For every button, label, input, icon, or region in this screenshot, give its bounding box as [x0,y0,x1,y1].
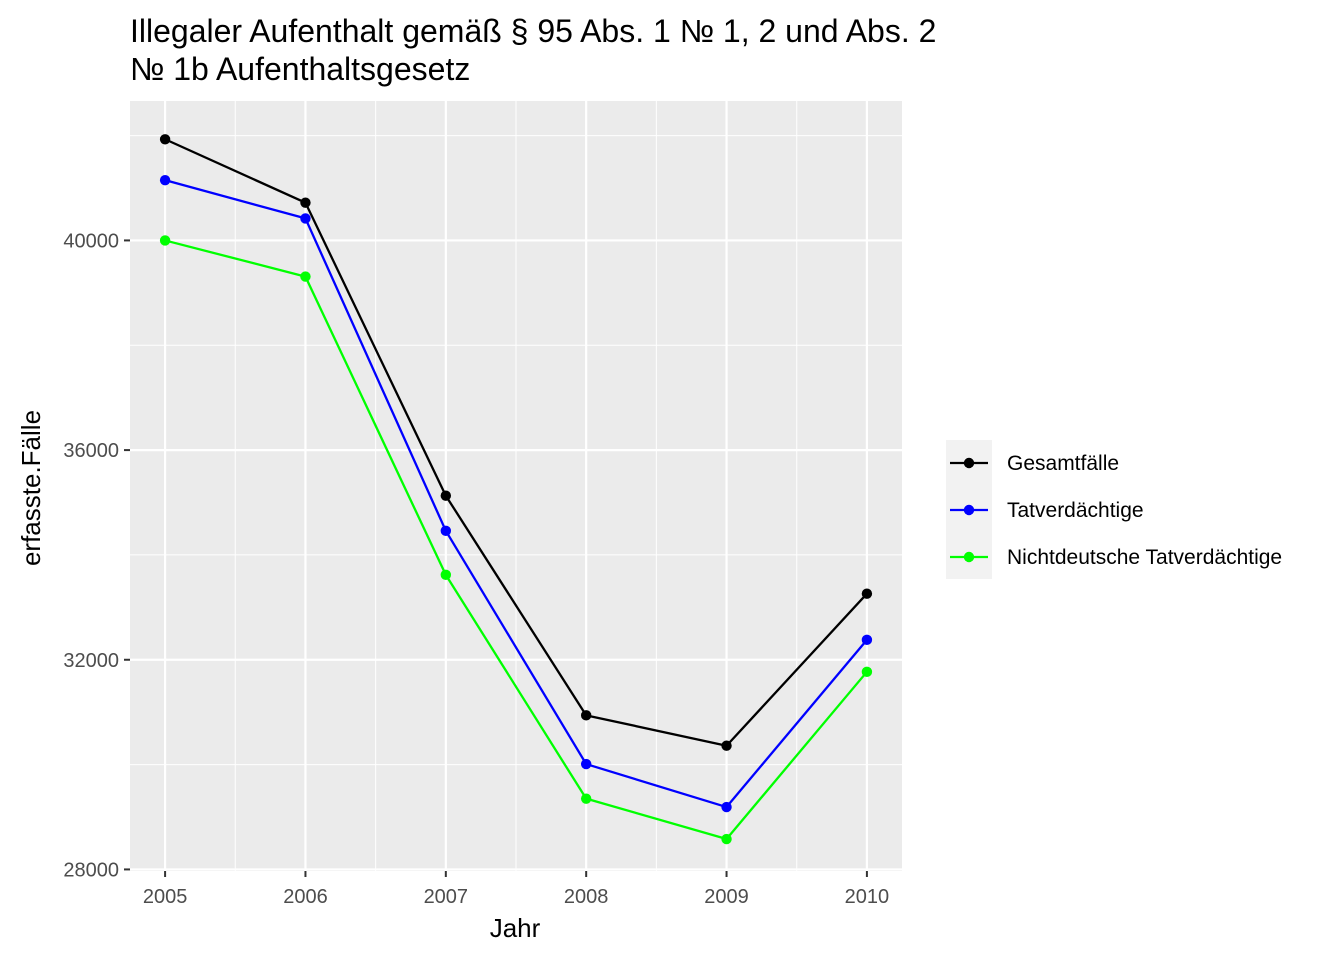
data-point [580,793,592,804]
legend-item-2: Nichtdeutsche Tatverdächtige [950,546,1282,569]
legend-item-0: Gesamtfälle [950,452,1119,475]
legend-label: Gesamtfälle [1007,452,1119,475]
legend-key-point [963,551,975,563]
legend-key-point [963,457,975,469]
data-point [861,666,873,678]
x-tick-label: 2006 [283,886,328,908]
chart-title-line-1: Illegaler Aufenthalt gemäß § 95 Abs. 1 №… [130,13,936,49]
series-1 [159,174,873,813]
y-axis-tick-labels: 28000 32000 36000 40000 [63,230,119,881]
chart-title: Illegaler Aufenthalt gemäß § 95 Abs. 1 №… [130,13,936,87]
x-tick-label: 2008 [564,886,609,908]
legend-key-point [963,504,975,516]
data-point [440,490,452,501]
series-2 [159,235,873,845]
x-tick-label: 2010 [845,886,890,908]
data-point [159,174,171,186]
x-tick-label: 2009 [704,886,749,908]
x-axis-title: Jahr [490,913,541,943]
data-point [861,634,873,646]
data-point [721,833,732,845]
data-point [300,271,311,282]
y-tick-label: 36000 [63,440,119,462]
major-gridlines [130,101,902,871]
series-0 [159,134,873,751]
legend: Gesamtfälle Tatverdächtige Nichtdeutsche T… [946,440,1282,579]
data-point [440,569,452,581]
chart-title-line-2: № 1b Aufenthaltsgesetz [130,51,470,87]
series-layer [159,134,873,845]
y-axis-title: erfasste.Fälle [16,410,46,566]
x-tick-label: 2005 [143,886,188,908]
axis-ticks [124,239,868,877]
data-point [300,197,311,208]
data-point [721,740,732,751]
data-point [721,801,732,813]
data-point [440,525,452,537]
y-tick-label: 40000 [63,230,119,252]
data-point [861,588,873,599]
data-point [159,134,171,145]
data-point [580,758,592,770]
x-axis-tick-labels: 2005 2006 2007 2008 2009 2010 [143,886,889,908]
y-tick-label: 32000 [63,650,119,672]
x-tick-label: 2007 [424,886,469,908]
data-point [580,710,592,721]
series-line [164,179,868,809]
data-point [159,235,171,246]
legend-item-1: Tatverdächtige [950,499,1144,522]
minor-gridlines [130,101,902,871]
y-tick-label: 28000 [63,859,119,881]
data-point [300,213,311,224]
series-line [164,239,868,841]
legend-label: Tatverdächtige [1007,499,1144,522]
series-line [164,138,868,747]
legend-label: Nichtdeutsche Tatverdächtige [1007,546,1282,569]
